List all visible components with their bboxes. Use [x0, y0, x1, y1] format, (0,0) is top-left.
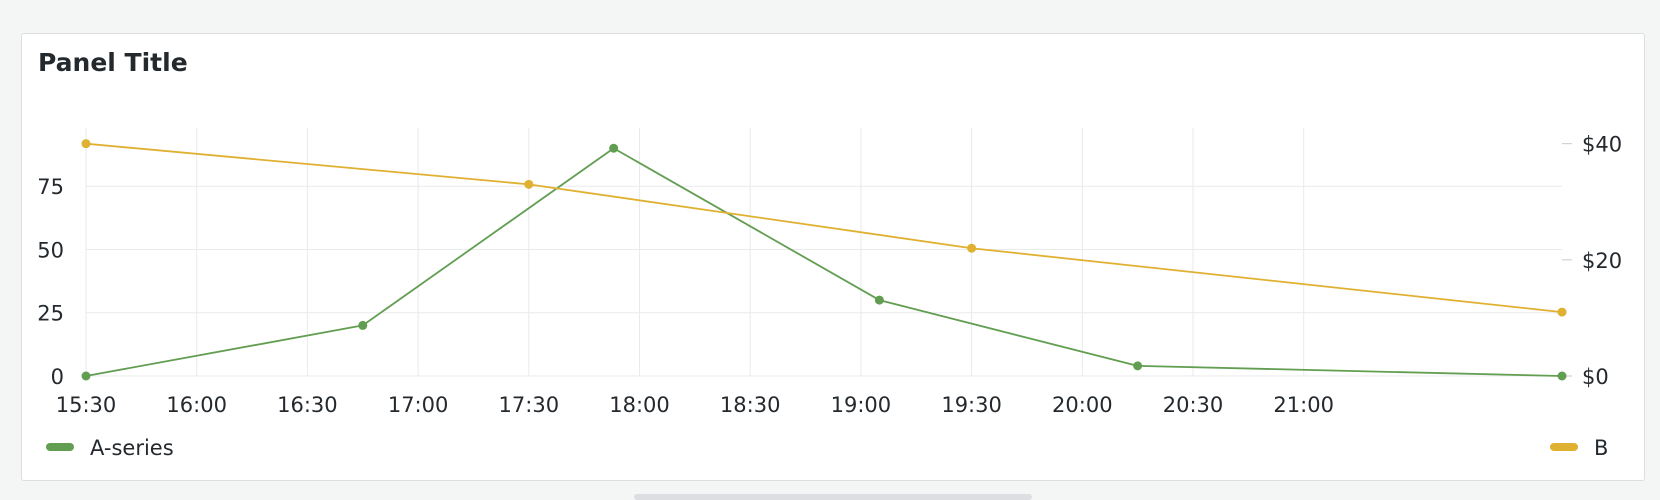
x-tick-label: 17:00 — [388, 393, 449, 417]
data-point-b[interactable] — [524, 179, 534, 189]
x-tick-label: 19:30 — [941, 393, 1002, 417]
x-tick-label: 16:30 — [277, 393, 338, 417]
y-left-tick-label: 75 — [37, 175, 64, 199]
x-tick-label: 20:00 — [1052, 393, 1113, 417]
data-point-b[interactable] — [967, 243, 977, 253]
data-point-a-series[interactable] — [1557, 371, 1567, 381]
y-right-tick-label: $40 — [1582, 133, 1622, 157]
x-tick-label: 18:00 — [609, 393, 670, 417]
x-tick-label: 20:30 — [1163, 393, 1224, 417]
data-point-a-series[interactable] — [1133, 361, 1143, 371]
y-left-tick-label: 25 — [37, 302, 64, 326]
y-left-tick-label: 50 — [37, 238, 64, 262]
data-point-a-series[interactable] — [609, 143, 619, 153]
scrollbar-handle[interactable] — [634, 494, 1032, 500]
data-point-b[interactable] — [81, 139, 91, 149]
series-line-a-series[interactable] — [85, 147, 1563, 377]
x-tick-label: 16:00 — [166, 393, 227, 417]
y-right-tick-label: $0 — [1582, 365, 1609, 389]
x-tick-label: 19:00 — [831, 393, 892, 417]
x-tick-label: 17:30 — [499, 393, 560, 417]
y-left-tick-label: 0 — [51, 365, 64, 389]
grid — [85, 128, 1562, 377]
data-point-b[interactable] — [1557, 307, 1567, 317]
legend-label[interactable]: A-series — [90, 436, 174, 460]
data-point-a-series[interactable] — [81, 371, 91, 381]
x-tick-label: 21:00 — [1273, 393, 1334, 417]
legend-swatch[interactable] — [46, 443, 74, 451]
right-y-axis: $0 $20 $40 — [1562, 133, 1622, 389]
legend-label[interactable]: B — [1594, 436, 1608, 460]
panel: Panel Title — [21, 33, 1645, 481]
data-point-a-series[interactable] — [358, 320, 368, 330]
series — [81, 139, 1567, 381]
x-tick-label: 15:30 — [56, 393, 117, 417]
data-point-a-series[interactable] — [874, 295, 884, 305]
left-y-axis: 0 25 50 75 — [37, 175, 64, 389]
y-right-tick-label: $20 — [1582, 249, 1622, 273]
legend: A-series B — [46, 436, 1608, 460]
panel-title[interactable]: Panel Title — [38, 48, 188, 77]
x-tick-label: 18:30 — [720, 393, 781, 417]
x-axis: 15:30 16:00 16:30 17:00 17:30 18:00 18:30 19:00… — [56, 393, 1334, 417]
legend-swatch[interactable] — [1550, 443, 1578, 451]
series-line-b[interactable] — [85, 142, 1563, 314]
